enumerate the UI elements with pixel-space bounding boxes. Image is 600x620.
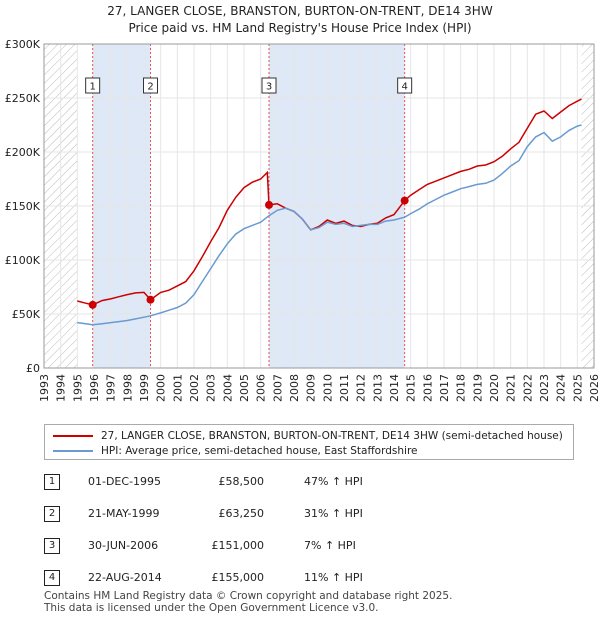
x-tick-label: 2018 [455,374,468,402]
legend-item-property: 27, LANGER CLOSE, BRANSTON, BURTON-ON-TR… [53,429,563,443]
y-tick-label: £50K [12,308,41,321]
x-tick-label: 2025 [571,374,584,402]
sale-hpi-change: 31% ↑ HPI [304,507,363,520]
x-tick-label: 2021 [505,374,518,402]
x-tick-label: 2020 [488,374,501,402]
legend-hpi-label: HPI: Average price, semi-detached house,… [101,445,418,457]
x-tick-label: 2005 [238,374,251,402]
sale-label-box [397,77,413,94]
sale-label-box [143,77,158,94]
sale-point [400,196,409,205]
x-tick-label: 2000 [155,374,168,402]
sale-point [146,295,155,304]
x-tick-label: 2002 [188,374,201,402]
hpi-line-swatch [53,450,93,452]
sale-label: 1 [89,82,95,93]
x-tick-label: 2016 [421,374,434,402]
sale-label-box [261,77,277,94]
plot-border [43,43,595,369]
y-tick-label: £100K [5,254,41,267]
sale-date: 21-MAY-1999 [88,507,160,520]
sale-label: 2 [147,82,153,93]
legend: 27, LANGER CLOSE, BRANSTON, BURTON-ON-TR… [44,424,574,460]
sale-date: 22-AUG-2014 [88,571,162,584]
x-tick-label: 2013 [371,374,384,402]
x-tick-label: 1999 [138,374,151,402]
x-tick-label: 2024 [555,374,568,402]
x-tick-label: 2006 [255,374,268,402]
sale-price: £155,000 [211,571,265,584]
legend-property-label: 27, LANGER CLOSE, BRANSTON, BURTON-ON-TR… [101,430,563,442]
table-row: 1 01-DEC-1995 £58,500 47% ↑ HPI [44,474,404,490]
x-tick-label: 1996 [88,374,101,402]
sale-hpi-change: 7% ↑ HPI [304,539,356,552]
sale-date: 30-JUN-2006 [88,539,159,552]
y-tick-label: £250K [5,92,41,105]
x-tick-label: 2003 [205,374,218,402]
price-chart: 1 2 3 4 £0 £50K £100K £150K £200K £250K £300K 1993 1… [5,38,600,402]
table-row: 2 21-MAY-1999 £63,250 31% ↑ HPI [44,506,404,522]
sale-date: 01-DEC-1995 [88,475,162,488]
footer-licence: This data is licensed under the Open Gov… [44,602,379,614]
sale-price: £58,500 [218,475,265,488]
x-tick-label: 2015 [405,374,418,402]
sale-number-badge: 2 [44,506,60,522]
y-tick-label: £200K [5,146,41,159]
sale-number-badge: 4 [44,570,60,586]
table-row: 3 30-JUN-2006 £151,000 7% ↑ HPI [44,538,404,554]
legend-item-hpi: HPI: Average price, semi-detached house,… [53,444,418,458]
x-tick-label: 2008 [288,374,301,402]
sale-price: £151,000 [211,539,265,552]
x-tick-label: 2022 [521,374,534,402]
x-tick-label: 2023 [538,374,551,402]
sale-price: £63,250 [218,507,265,520]
sale-hpi-change: 47% ↑ HPI [304,475,363,488]
chart-subtitle: Price paid vs. HM Land Registry's House … [128,21,472,35]
table-row: 4 22-AUG-2014 £155,000 11% ↑ HPI [44,570,404,586]
x-tick-label: 2011 [338,374,351,402]
sale-point [265,200,273,209]
chart-title: 27, LANGER CLOSE, BRANSTON, BURTON-ON-TR… [107,4,493,18]
sale-point [88,300,97,309]
x-tick-label: 2001 [171,374,184,402]
x-tick-label: 2026 [588,374,600,402]
x-tick-label: 2004 [221,374,234,402]
sale-hpi-change: 11% ↑ HPI [304,571,363,584]
x-tick-label: 2014 [388,374,401,402]
hpi-line [77,124,582,326]
sale-label-box [85,77,101,94]
x-tick-label: 2019 [471,374,484,402]
sale-label: 4 [401,82,407,93]
x-tick-label: 2010 [321,374,334,402]
x-tick-label: 1998 [121,374,134,402]
y-tick-label: £300K [5,38,41,51]
x-tick-label: 2012 [355,374,368,402]
x-tick-label: 2017 [438,374,451,402]
x-tick-label: 1995 [71,374,84,402]
x-tick-label: 1994 [55,374,68,402]
x-tick-label: 1997 [105,374,118,402]
sale-number-badge: 3 [44,538,60,554]
y-tick-label: £150K [5,200,41,213]
sale-number-badge: 1 [44,474,60,490]
x-tick-label: 1993 [38,374,51,402]
footer-copyright: Contains HM Land Registry data © Crown c… [44,590,453,602]
property-price-line [77,98,582,306]
x-tick-label: 2009 [305,374,318,402]
x-tick-label: 2007 [271,374,284,402]
sale-label: 3 [266,82,272,93]
property-line-swatch [53,435,93,437]
y-tick-label: £0 [26,362,40,375]
